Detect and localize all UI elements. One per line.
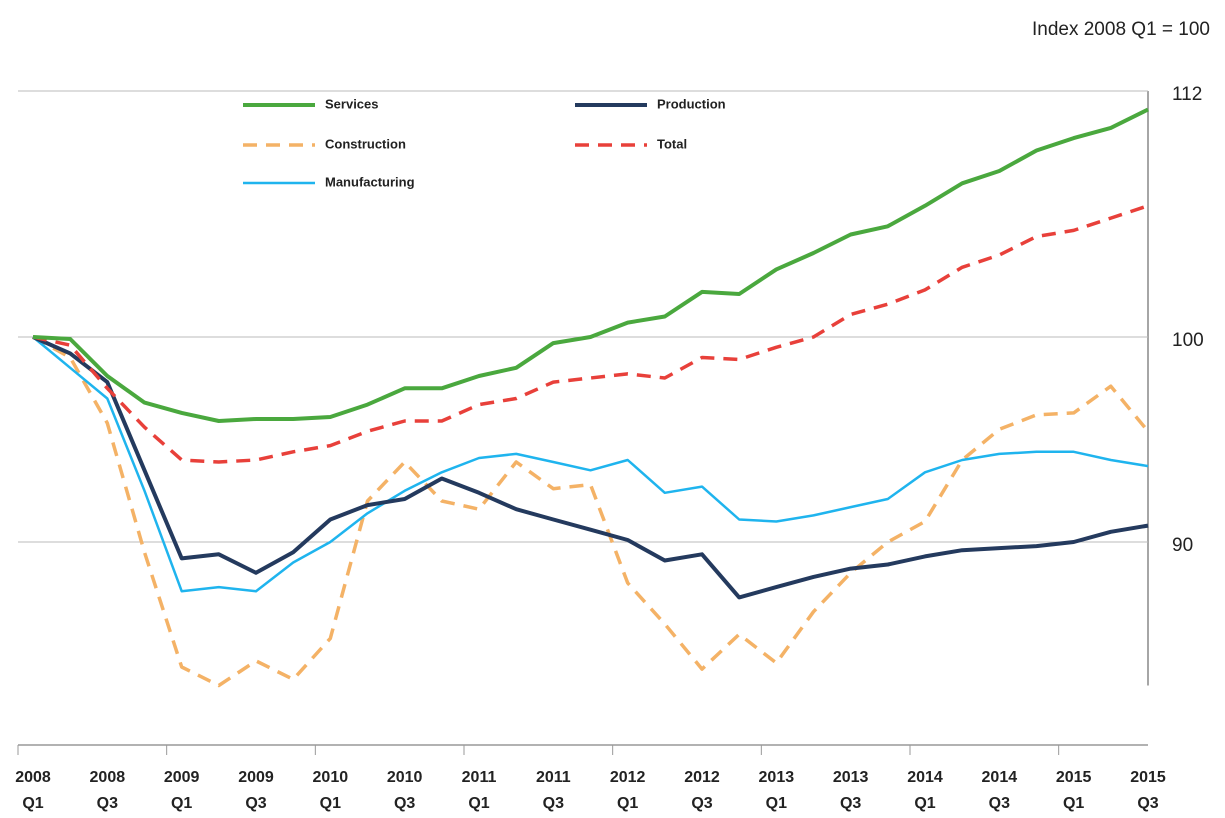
series-line xyxy=(32,335,1149,600)
x-tick-label: 2013 Q1 xyxy=(759,769,795,812)
series-line xyxy=(32,107,1149,423)
x-tick-label: 2012 Q3 xyxy=(684,769,720,812)
x-tick-label: 2014 Q1 xyxy=(907,769,943,812)
x-tick-label: 2010 Q3 xyxy=(387,769,423,812)
legend-label: Production xyxy=(657,96,726,111)
y-tick-label: 100 xyxy=(1172,330,1204,351)
unit-label: Index 2008 Q1 = 100 xyxy=(1032,19,1210,40)
series-line xyxy=(32,204,1149,464)
x-tick-label: 2012 Q1 xyxy=(610,769,646,812)
series-line xyxy=(32,335,1150,688)
legend-label: Construction xyxy=(325,136,406,151)
x-tick-label: 2013 Q3 xyxy=(833,769,869,812)
x-tick-label: 2014 Q3 xyxy=(982,769,1018,812)
legend-label: Total xyxy=(657,136,687,151)
x-tick-label: 2009 Q1 xyxy=(164,769,200,812)
series-line xyxy=(32,336,1149,593)
x-tick-label: 2008 Q1 xyxy=(15,769,51,812)
x-tick-label: 2015 Q3 xyxy=(1130,769,1166,812)
x-tick-label: 2009 Q3 xyxy=(238,769,274,812)
legend-label: Manufacturing xyxy=(325,174,415,189)
legend-label: Services xyxy=(325,96,379,111)
x-tick-label: 2011 Q1 xyxy=(462,769,497,812)
x-tick-label: 2015 Q1 xyxy=(1056,769,1092,812)
x-tick-label: 2010 Q1 xyxy=(313,769,349,812)
y-tick-label: 90 xyxy=(1172,535,1193,556)
x-tick-label: 2011 Q3 xyxy=(536,769,571,812)
x-tick-label: 2008 Q3 xyxy=(90,769,126,812)
y-tick-label: 112 xyxy=(1172,84,1202,105)
